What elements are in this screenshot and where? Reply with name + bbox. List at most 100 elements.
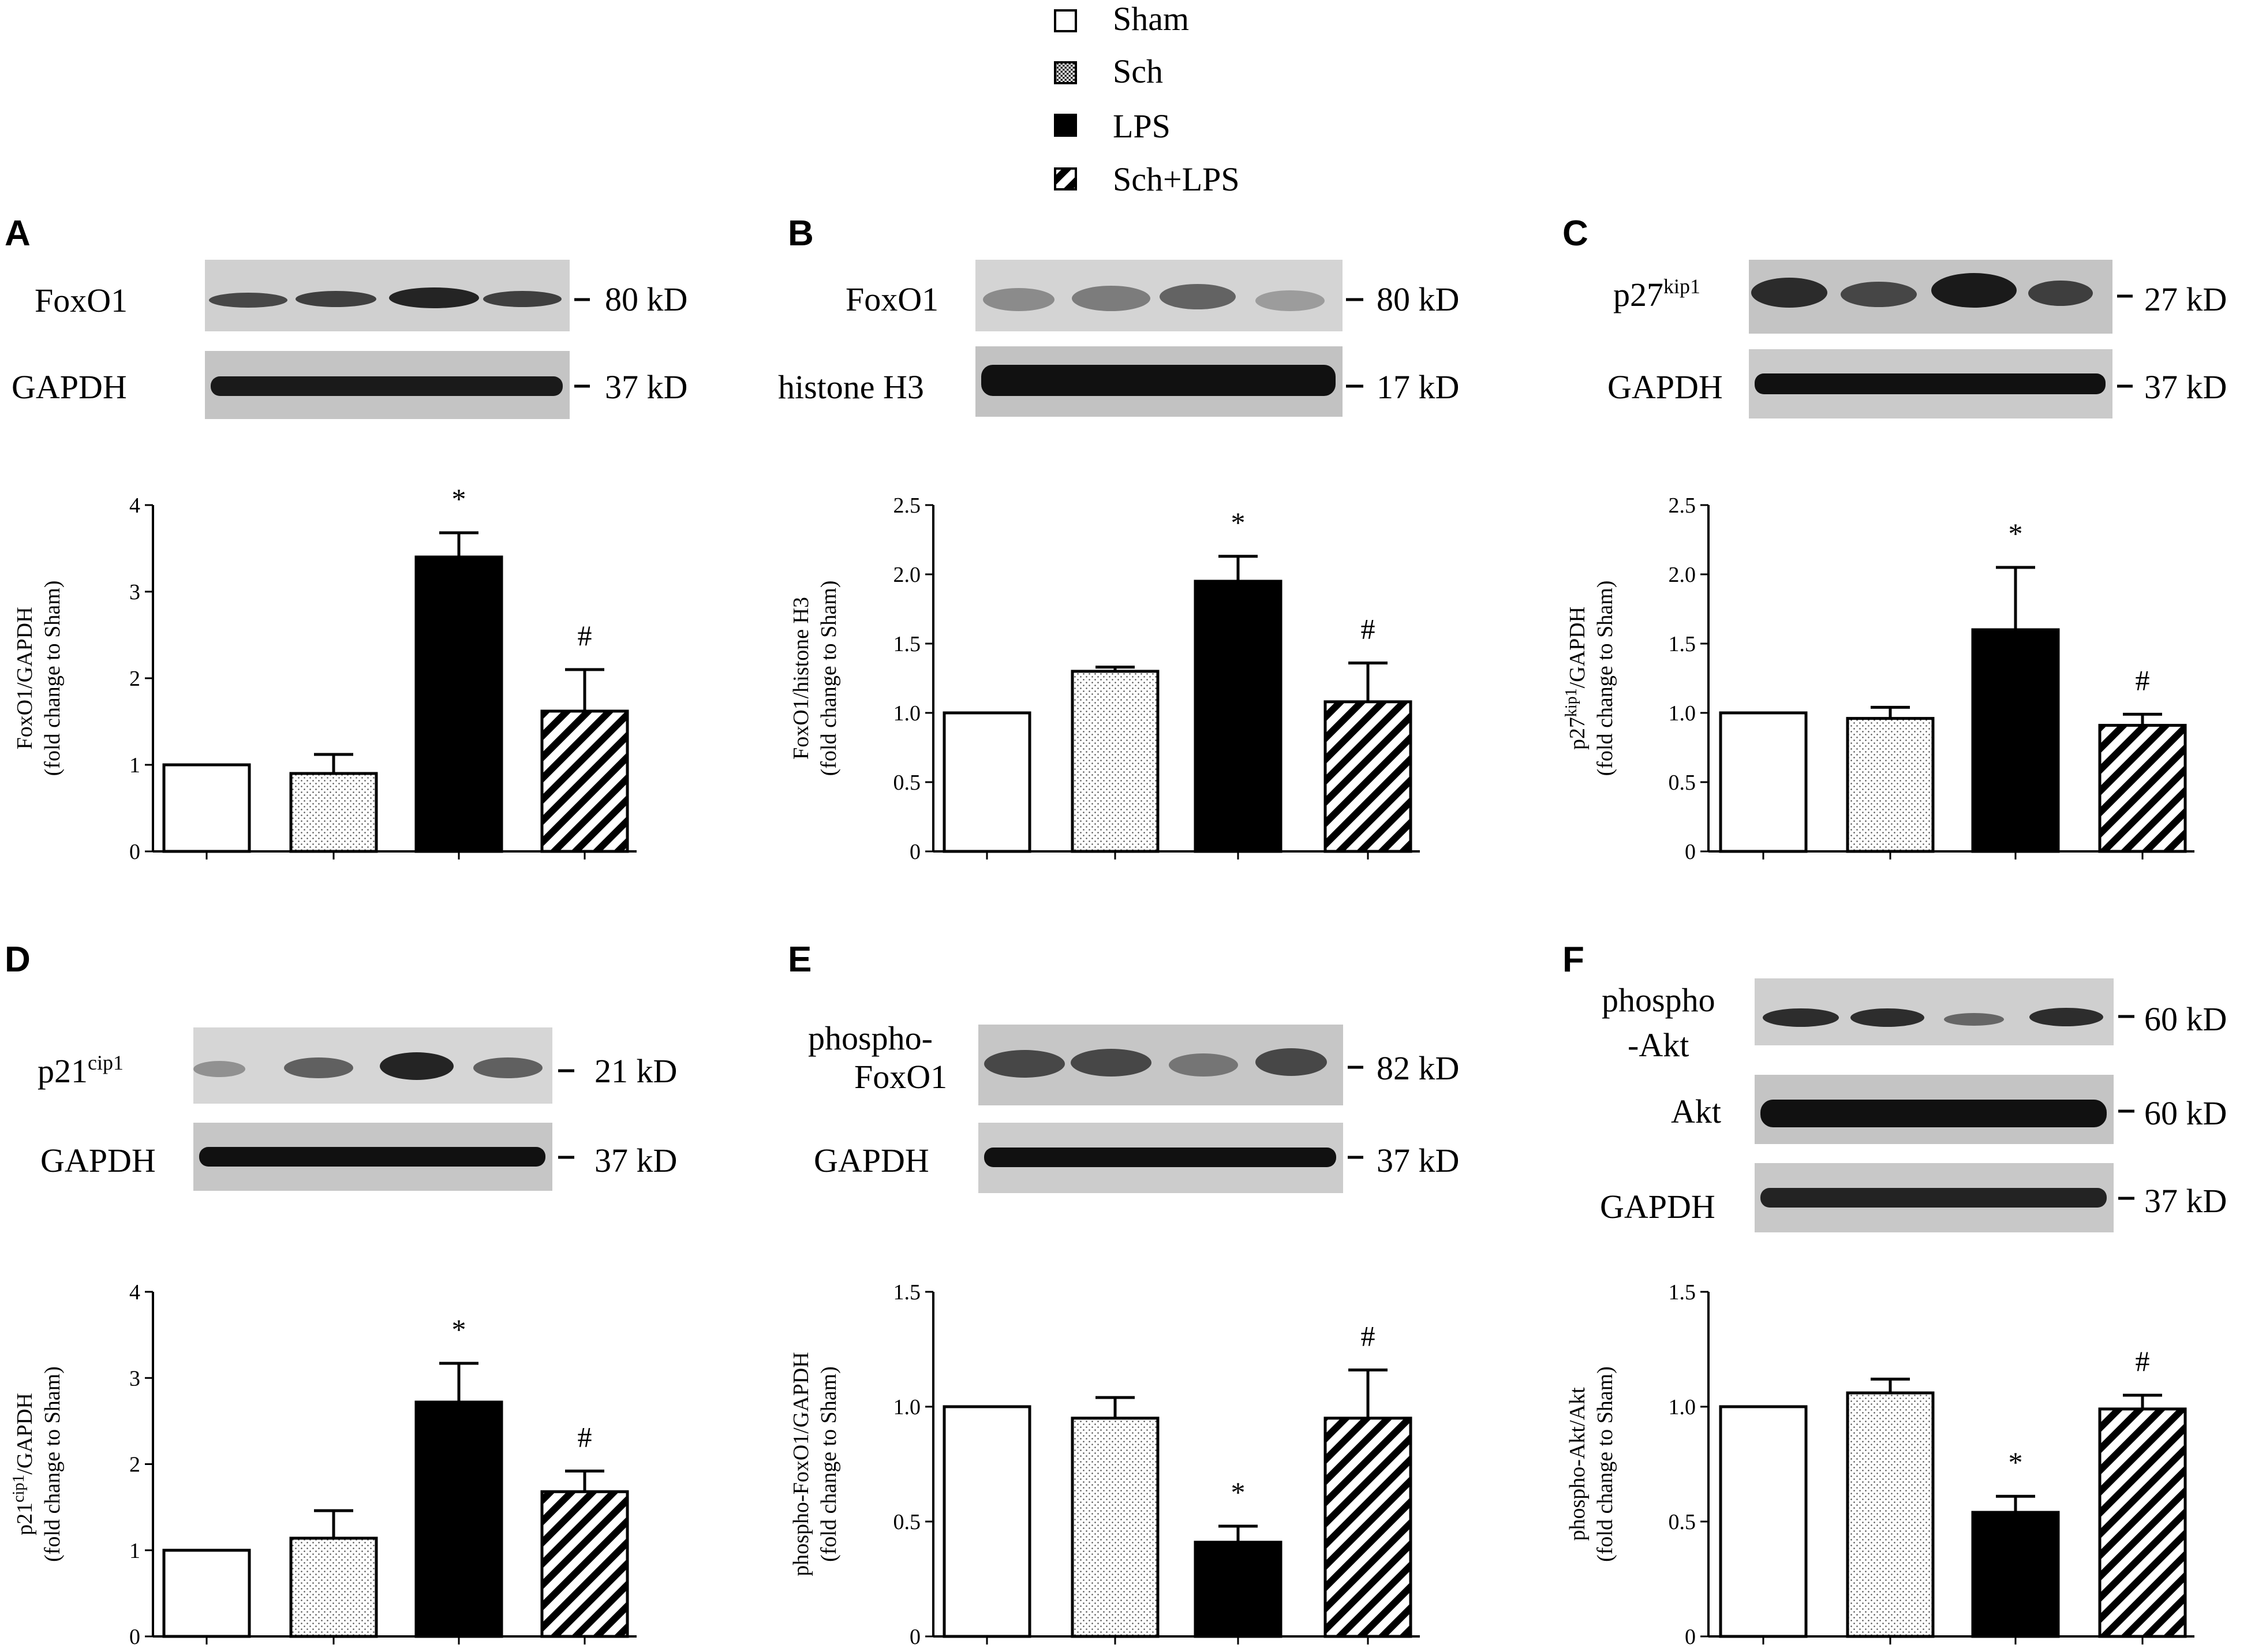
significance-mark: * bbox=[1231, 1476, 1246, 1508]
blot-marker: 37 kD bbox=[2144, 1182, 2227, 1220]
y-tick-label: 1 bbox=[129, 753, 140, 778]
blot-band bbox=[1751, 278, 1827, 308]
bar bbox=[289, 772, 378, 853]
blot-marker: 37 kD bbox=[605, 368, 687, 406]
y-tick-label: 0.5 bbox=[893, 1510, 921, 1534]
bar bbox=[1194, 1541, 1282, 1638]
y-axis-label: phospho-FoxO1/GAPDH bbox=[789, 1352, 813, 1576]
significance-mark: # bbox=[2136, 664, 2150, 696]
y-axis-label-sub: (fold change to Sham) bbox=[817, 1366, 841, 1562]
blot-band bbox=[981, 365, 1336, 396]
blot-c: p27kip1 GAPDH 27 kD 37 kD bbox=[1607, 260, 2227, 418]
bar bbox=[540, 1490, 629, 1638]
blot-marker: 60 kD bbox=[2144, 1000, 2227, 1038]
y-tick-label: 4 bbox=[129, 1280, 140, 1305]
blot-label: FoxO1 bbox=[35, 282, 128, 319]
legend-swatch-sch-lps bbox=[1054, 167, 1077, 190]
legend-entry-sch: Sch bbox=[1054, 53, 1163, 90]
significance-mark: * bbox=[2009, 517, 2023, 550]
bar bbox=[289, 1537, 378, 1638]
y-tick-label: 1.0 bbox=[893, 701, 921, 726]
bar bbox=[1071, 1416, 1160, 1638]
panel-letter-b: B bbox=[788, 214, 814, 253]
bar-chart-c: 0 0.5 1.0 1.5 2.0 2.5 p27kip1/GAPDH (fold chang… bbox=[1562, 494, 2194, 864]
blot-band bbox=[211, 376, 563, 396]
legend-entry-lps: LPS bbox=[1054, 107, 1171, 145]
blot-band bbox=[1160, 284, 1236, 309]
y-tick-label: 1.5 bbox=[1669, 632, 1696, 656]
blot-band bbox=[1072, 286, 1150, 311]
bar-chart-f: 0 0.5 1.0 1.5 phospho-Akt/Akt (fold change to… bbox=[1565, 1280, 2194, 1649]
blot-band bbox=[284, 1057, 353, 1078]
blot-label: GAPDH bbox=[12, 368, 127, 406]
y-tick-label: 2.5 bbox=[1669, 494, 1696, 518]
y-tick-label: 0 bbox=[1685, 840, 1696, 864]
blot-marker: 37 kD bbox=[1377, 1142, 1459, 1179]
blot-band bbox=[984, 1148, 1336, 1167]
blot-label: GAPDH bbox=[1607, 368, 1723, 406]
significance-mark: # bbox=[2136, 1345, 2150, 1377]
blot-band bbox=[1755, 373, 2106, 394]
y-tick-label: 1.0 bbox=[1669, 701, 1696, 726]
blot-band bbox=[209, 293, 287, 308]
blot-band bbox=[199, 1147, 545, 1167]
blot-label: FoxO1 bbox=[854, 1058, 947, 1096]
blot-marker: 80 kD bbox=[605, 281, 687, 318]
bar bbox=[2098, 724, 2187, 853]
y-axis-label-sub: (fold change to Sham) bbox=[40, 1366, 65, 1562]
bar bbox=[1719, 1405, 1808, 1638]
significance-mark: # bbox=[1361, 1320, 1375, 1352]
blot-marker: 37 kD bbox=[594, 1142, 677, 1179]
legend-entry-sch-lps: Sch+LPS bbox=[1054, 160, 1240, 198]
blot-band bbox=[296, 291, 376, 307]
y-tick-label: 0 bbox=[129, 840, 140, 864]
blot-label: -Akt bbox=[1628, 1026, 1689, 1064]
y-axis-label: p27kip1/GAPDH bbox=[1562, 607, 1590, 750]
blot-band bbox=[1255, 1048, 1327, 1076]
significance-mark: # bbox=[1361, 613, 1375, 645]
y-axis-label-sub: (fold change to Sham) bbox=[817, 581, 841, 776]
bar bbox=[1846, 717, 1935, 853]
blot-marker: 60 kD bbox=[2144, 1094, 2227, 1132]
significance-mark: * bbox=[452, 1313, 466, 1345]
blot-band bbox=[389, 287, 479, 308]
y-tick-label: 3 bbox=[129, 1366, 140, 1391]
legend: Sham Sch LPS Sch+LPS bbox=[1054, 0, 1240, 198]
bar bbox=[1323, 1416, 1412, 1638]
blot-label: p21cip1 bbox=[38, 1051, 124, 1090]
legend-entry-sham: Sham bbox=[1054, 0, 1189, 38]
blot-band bbox=[1944, 1013, 2004, 1026]
blot-label: Akt bbox=[1671, 1093, 1721, 1130]
blot-band bbox=[1760, 1188, 2107, 1208]
blot-band bbox=[483, 291, 562, 307]
blot-marker: 21 kD bbox=[594, 1052, 677, 1090]
blot-band bbox=[473, 1057, 543, 1078]
blot-band bbox=[2029, 1008, 2103, 1026]
blot-marker: 37 kD bbox=[2144, 368, 2227, 406]
legend-label: Sch+LPS bbox=[1113, 160, 1240, 198]
bar bbox=[540, 709, 629, 853]
bar bbox=[2098, 1407, 2187, 1638]
y-axis-label-sub: (fold change to Sham) bbox=[1593, 581, 1617, 776]
y-tick-label: 1.0 bbox=[1669, 1395, 1696, 1419]
bar bbox=[1071, 670, 1160, 853]
y-tick-label: 1.5 bbox=[893, 1280, 921, 1305]
bar bbox=[414, 555, 503, 853]
y-tick-label: 2 bbox=[129, 667, 140, 691]
y-tick-label: 1.0 bbox=[893, 1395, 921, 1419]
y-tick-label: 2 bbox=[129, 1453, 140, 1477]
bar bbox=[162, 1549, 251, 1638]
y-tick-label: 2.0 bbox=[1669, 563, 1696, 587]
bar-chart-a: 0 1 2 3 4 FoxO1/GAPDH (fold change to Sham) * # bbox=[13, 483, 637, 864]
blot-marker: 80 kD bbox=[1377, 281, 1459, 318]
blot-marker: 27 kD bbox=[2144, 281, 2227, 318]
blot-f: phospho -Akt Akt GAPDH 60 kD 60 kD 37 kD bbox=[1600, 978, 2227, 1232]
panel-letter-a: A bbox=[5, 214, 31, 253]
y-tick-label: 0 bbox=[1685, 1625, 1696, 1649]
bar bbox=[1323, 700, 1412, 853]
y-tick-label: 0 bbox=[910, 840, 921, 864]
y-tick-label: 0.5 bbox=[1669, 1510, 1696, 1534]
bar bbox=[1971, 628, 2060, 853]
significance-mark: # bbox=[578, 619, 592, 652]
blot-band bbox=[193, 1061, 245, 1077]
